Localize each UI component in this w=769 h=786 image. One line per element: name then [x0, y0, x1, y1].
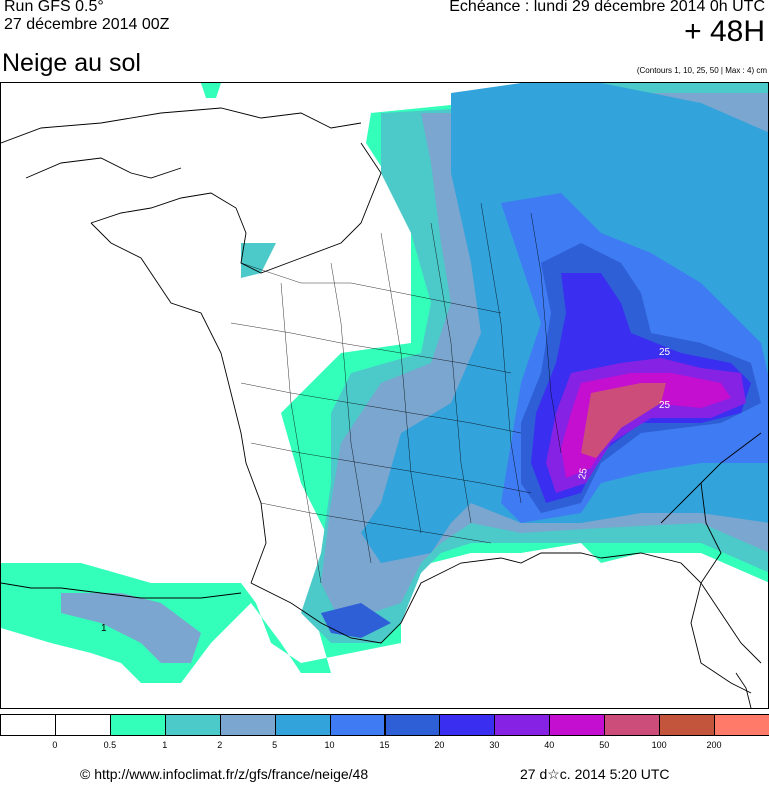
legend-label: 40	[544, 740, 555, 750]
legend-label: 20	[434, 740, 445, 750]
legend-swatch	[384, 714, 441, 736]
generation-time: 27 d☆c. 2014 5:20 UTC	[520, 766, 670, 782]
map-title: Neige au sol	[2, 49, 141, 77]
field-north	[201, 83, 221, 98]
legend-label: 30	[489, 740, 500, 750]
run-title: Run GFS 0.5°	[4, 0, 104, 15]
contour-label: 25	[577, 467, 590, 480]
contour-label: 1	[101, 623, 107, 634]
legend-swatch	[219, 714, 276, 736]
departments	[230, 202, 562, 584]
legend-label: 0.5	[103, 740, 117, 750]
legend-swatch	[549, 714, 606, 736]
lead-time: + 48H	[684, 15, 765, 48]
legend-label: 2	[217, 740, 223, 750]
legend-swatch	[164, 714, 221, 736]
map-canvas: 25 25 25 1	[1, 83, 768, 708]
source-url: © http://www.infoclimat.fr/z/gfs/france/…	[80, 766, 369, 782]
legend-swatch	[274, 714, 331, 736]
legend-label: 10	[324, 740, 335, 750]
legend-swatch	[659, 714, 716, 736]
legend-label: 100	[651, 740, 667, 750]
legend-label: 200	[706, 740, 722, 750]
contour-label: 25	[659, 400, 671, 411]
field-channel	[241, 243, 276, 278]
legend-label: 15	[379, 740, 390, 750]
snow-depth-map: 25 25 25 1	[0, 82, 769, 709]
field-50cm	[581, 383, 666, 458]
legend-swatch	[54, 714, 111, 736]
legend-swatch	[604, 714, 661, 736]
legend-swatch	[0, 714, 56, 736]
legend-label: 1	[162, 740, 168, 750]
legend-label: 0	[52, 740, 58, 750]
contour-labels: 25 25 25 1	[101, 347, 671, 634]
contour-label: 25	[659, 347, 671, 358]
legend-swatch	[494, 714, 551, 736]
legend-label: 50	[599, 740, 610, 750]
contours-note: (Contours 1, 10, 25, 50 | Max : 4) cm	[636, 66, 767, 75]
valid-time: Echéance : lundi 29 décembre 2014 0h UTC	[449, 0, 765, 15]
legend-label: 5	[272, 740, 278, 750]
legend-swatch	[439, 714, 496, 736]
legend-swatch	[329, 714, 386, 736]
field-pyrenees	[61, 593, 201, 663]
field-massif	[321, 603, 391, 638]
legend-bar	[0, 714, 769, 738]
snow-fields	[1, 83, 768, 683]
run-date: 27 décembre 2014 00Z	[4, 16, 170, 33]
legend-swatch	[714, 714, 769, 736]
legend-swatch	[109, 714, 166, 736]
